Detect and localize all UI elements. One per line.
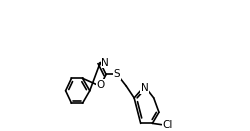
Text: N: N (141, 83, 148, 93)
Text: Cl: Cl (162, 120, 173, 130)
Text: O: O (96, 80, 104, 90)
Text: N: N (101, 58, 109, 68)
Text: S: S (114, 69, 120, 79)
